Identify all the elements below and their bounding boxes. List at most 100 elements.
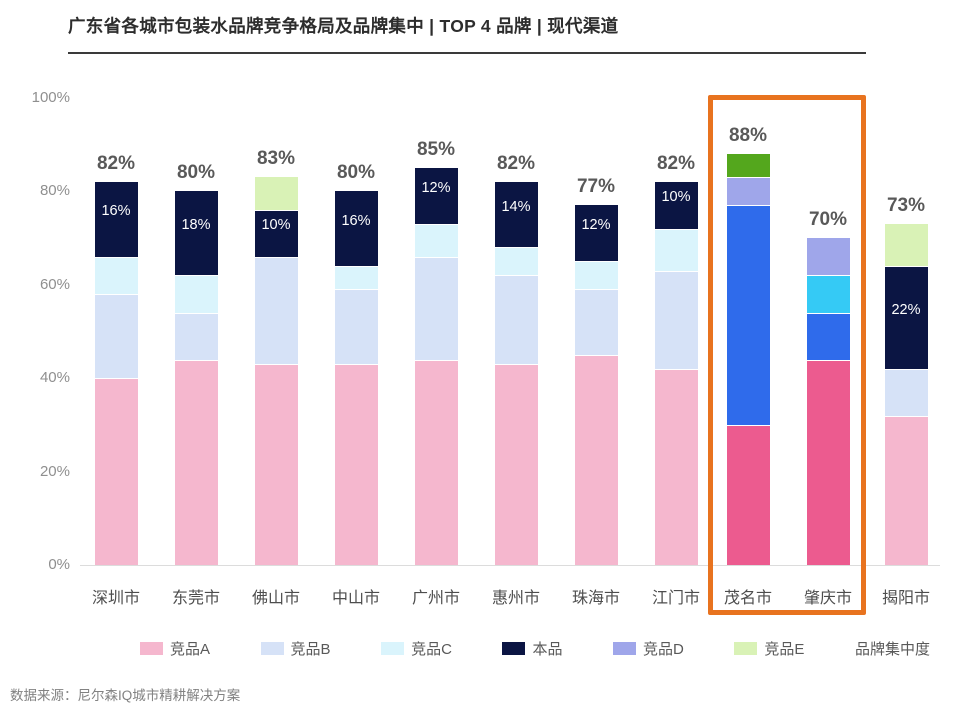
x-axis-label-深圳市: 深圳市 [91,590,141,607]
bar-segment-竞品E [254,177,298,211]
y-tick-label: 20% [39,462,70,480]
own-brand-share-label: 10% [661,189,691,206]
own-brand-share-label: 16% [101,203,131,220]
own-brand-share-label: 10% [261,217,291,234]
y-tick-label: 80% [39,182,70,200]
bar-segment-竞品B [884,368,928,416]
bar-广州市: 85% 12% [414,139,458,565]
x-axis-label-江门市: 江门市 [651,590,701,607]
bar-江门市: 82% 10% [654,153,698,565]
bar-东莞市: 80% 18% [174,162,218,565]
bar-佛山市: 83% 10% [254,148,298,565]
bar-segment-本品 [884,266,928,369]
legend-label: 本品 [532,640,563,658]
x-axis-label-揭阳市: 揭阳市 [881,590,931,607]
own-brand-share-label: 22% [891,301,921,318]
bar-肇庆市: 70% [806,209,850,565]
legend-item-竞品B: 竞品B [260,638,331,659]
bar-segment-竞品B [414,256,458,360]
bar-segment-竞品E [884,224,928,267]
legend-item-本品: 本品 [502,638,562,659]
bar-segment-竞品B [254,256,298,365]
x-axis-label-东莞市: 东莞市 [171,590,221,607]
own-brand-share-label: 16% [341,212,371,229]
legend-label: 竞品D [643,640,684,658]
bar-segment-竞品B [806,312,850,360]
legend-swatch-本品 [502,641,526,655]
bar-segment-竞品B [654,270,698,369]
bar-segment-竞品C [414,224,458,257]
bar-segment-竞品C [94,256,138,295]
bar-segment-竞品B [726,205,770,425]
bar-segment-竞品C [574,261,618,290]
chart-title: 广东省各城市包装水品牌竞争格局及品牌集中 | TOP 4 品牌 | 现代渠道 [68,16,619,36]
bar-segment-竞品C [806,275,850,313]
y-tick-label: 40% [39,369,70,387]
bar-segment-竞品D [806,238,850,276]
bar-segment-竞品A [414,359,458,565]
total-label: 82% [496,153,536,175]
bar-segment-竞品B [334,289,378,365]
bar-segment-竞品A [174,359,218,565]
legend-swatch-竞品D [613,641,637,655]
bar-segment-本品 [494,182,538,248]
bar-揭阳市: 73% 22% [884,195,928,565]
title-underline [68,52,866,54]
total-label: 80% [176,162,216,184]
bar-segment-竞品C [174,275,218,313]
total-label: 70% [808,209,848,231]
legend-swatch-竞品C [381,641,405,655]
own-brand-share-label: 12% [421,180,451,197]
bar-segment-竞品A [726,424,770,565]
legend-item-竞品A: 竞品A [140,638,210,659]
total-label: 83% [256,148,296,170]
legend-concentration-label: 品牌集中度 [854,640,930,658]
bar-中山市: 80% 16% [334,162,378,565]
bar-segment-竞品B [574,289,618,355]
bar-segment-竞品A [334,364,378,565]
bar-segment-竞品A [884,415,928,565]
legend-swatch-竞品E [734,641,758,655]
bar-segment-本品 [574,205,618,262]
own-brand-share-label: 14% [501,198,531,215]
total-label: 85% [416,139,456,161]
legend-label: 竞品B [290,640,331,658]
bar-segment-本品 [654,182,698,229]
legend-item-竞品E: 竞品E [734,638,804,659]
y-axis: 0% 20% 40% 60% 80% 100% [14,89,70,573]
total-label: 73% [886,195,926,217]
bar-深圳市: 82% 16% [94,153,138,565]
bar-segment-竞品A [494,364,538,565]
bar-segment-竞品A [94,378,138,565]
bar-segment-本品 [414,168,458,225]
x-axis-label-珠海市: 珠海市 [571,590,621,607]
bar-segment-竞品C [334,266,378,290]
legend-item-竞品C: 竞品C [381,638,452,659]
bar-segment-竞品A [806,359,850,565]
x-axis-label-茂名市: 茂名市 [723,590,773,607]
x-axis-label-肇庆市: 肇庆市 [803,590,853,607]
bar-segment-本品 [334,191,378,267]
highlight-box [708,95,866,615]
legend-item-竞品D: 竞品D [613,638,684,659]
bar-segment-竞品A [654,368,698,565]
bar-segment-竞品B [94,294,138,379]
bar-segment-本品 [254,210,298,257]
legend-label: 竞品A [170,640,211,658]
legend-label: 竞品E [764,640,805,658]
y-tick-label: 0% [48,556,70,573]
total-label: 82% [96,153,136,175]
total-label: 77% [576,176,616,198]
total-label: 80% [336,162,376,184]
bar-茂名市: 88% [726,125,770,565]
legend-label: 竞品C [411,640,452,658]
x-axis-label-佛山市: 佛山市 [251,590,301,607]
bar-segment-竞品E [726,154,770,178]
total-label: 82% [656,153,696,175]
legend: 竞品A 竞品B 竞品C 本品 竞品D 竞品E 品牌集中度 [140,636,930,660]
y-tick-label: 100% [31,89,70,106]
own-brand-share-label: 12% [581,217,611,234]
bar-segment-竞品C [654,228,698,271]
total-label: 88% [728,125,768,147]
